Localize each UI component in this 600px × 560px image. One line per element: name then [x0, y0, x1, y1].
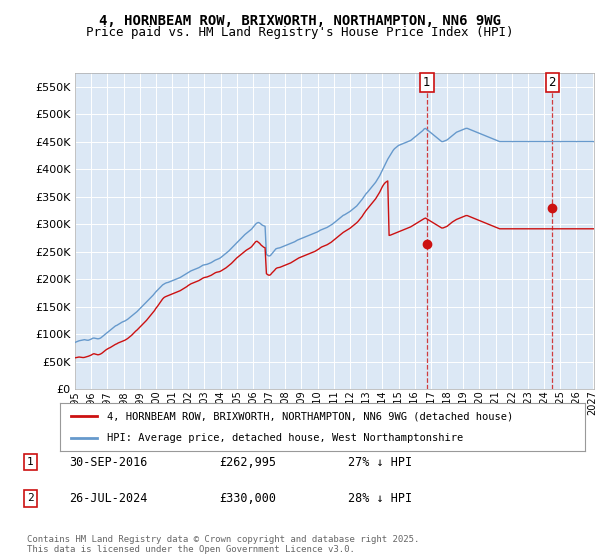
Text: 4, HORNBEAM ROW, BRIXWORTH, NORTHAMPTON, NN6 9WG (detached house): 4, HORNBEAM ROW, BRIXWORTH, NORTHAMPTON,…	[107, 411, 514, 421]
Text: £330,000: £330,000	[219, 492, 276, 505]
Text: 1: 1	[27, 457, 34, 467]
Text: 4, HORNBEAM ROW, BRIXWORTH, NORTHAMPTON, NN6 9WG: 4, HORNBEAM ROW, BRIXWORTH, NORTHAMPTON,…	[99, 14, 501, 28]
Text: Contains HM Land Registry data © Crown copyright and database right 2025.
This d: Contains HM Land Registry data © Crown c…	[27, 535, 419, 554]
Text: 30-SEP-2016: 30-SEP-2016	[69, 455, 148, 469]
Text: Price paid vs. HM Land Registry's House Price Index (HPI): Price paid vs. HM Land Registry's House …	[86, 26, 514, 39]
Text: 28% ↓ HPI: 28% ↓ HPI	[348, 492, 412, 505]
Text: 2: 2	[548, 76, 556, 89]
Text: 27% ↓ HPI: 27% ↓ HPI	[348, 455, 412, 469]
Text: 2: 2	[27, 493, 34, 503]
Text: 26-JUL-2024: 26-JUL-2024	[69, 492, 148, 505]
Text: 1: 1	[423, 76, 431, 89]
Text: HPI: Average price, detached house, West Northamptonshire: HPI: Average price, detached house, West…	[107, 433, 464, 443]
Text: £262,995: £262,995	[219, 455, 276, 469]
